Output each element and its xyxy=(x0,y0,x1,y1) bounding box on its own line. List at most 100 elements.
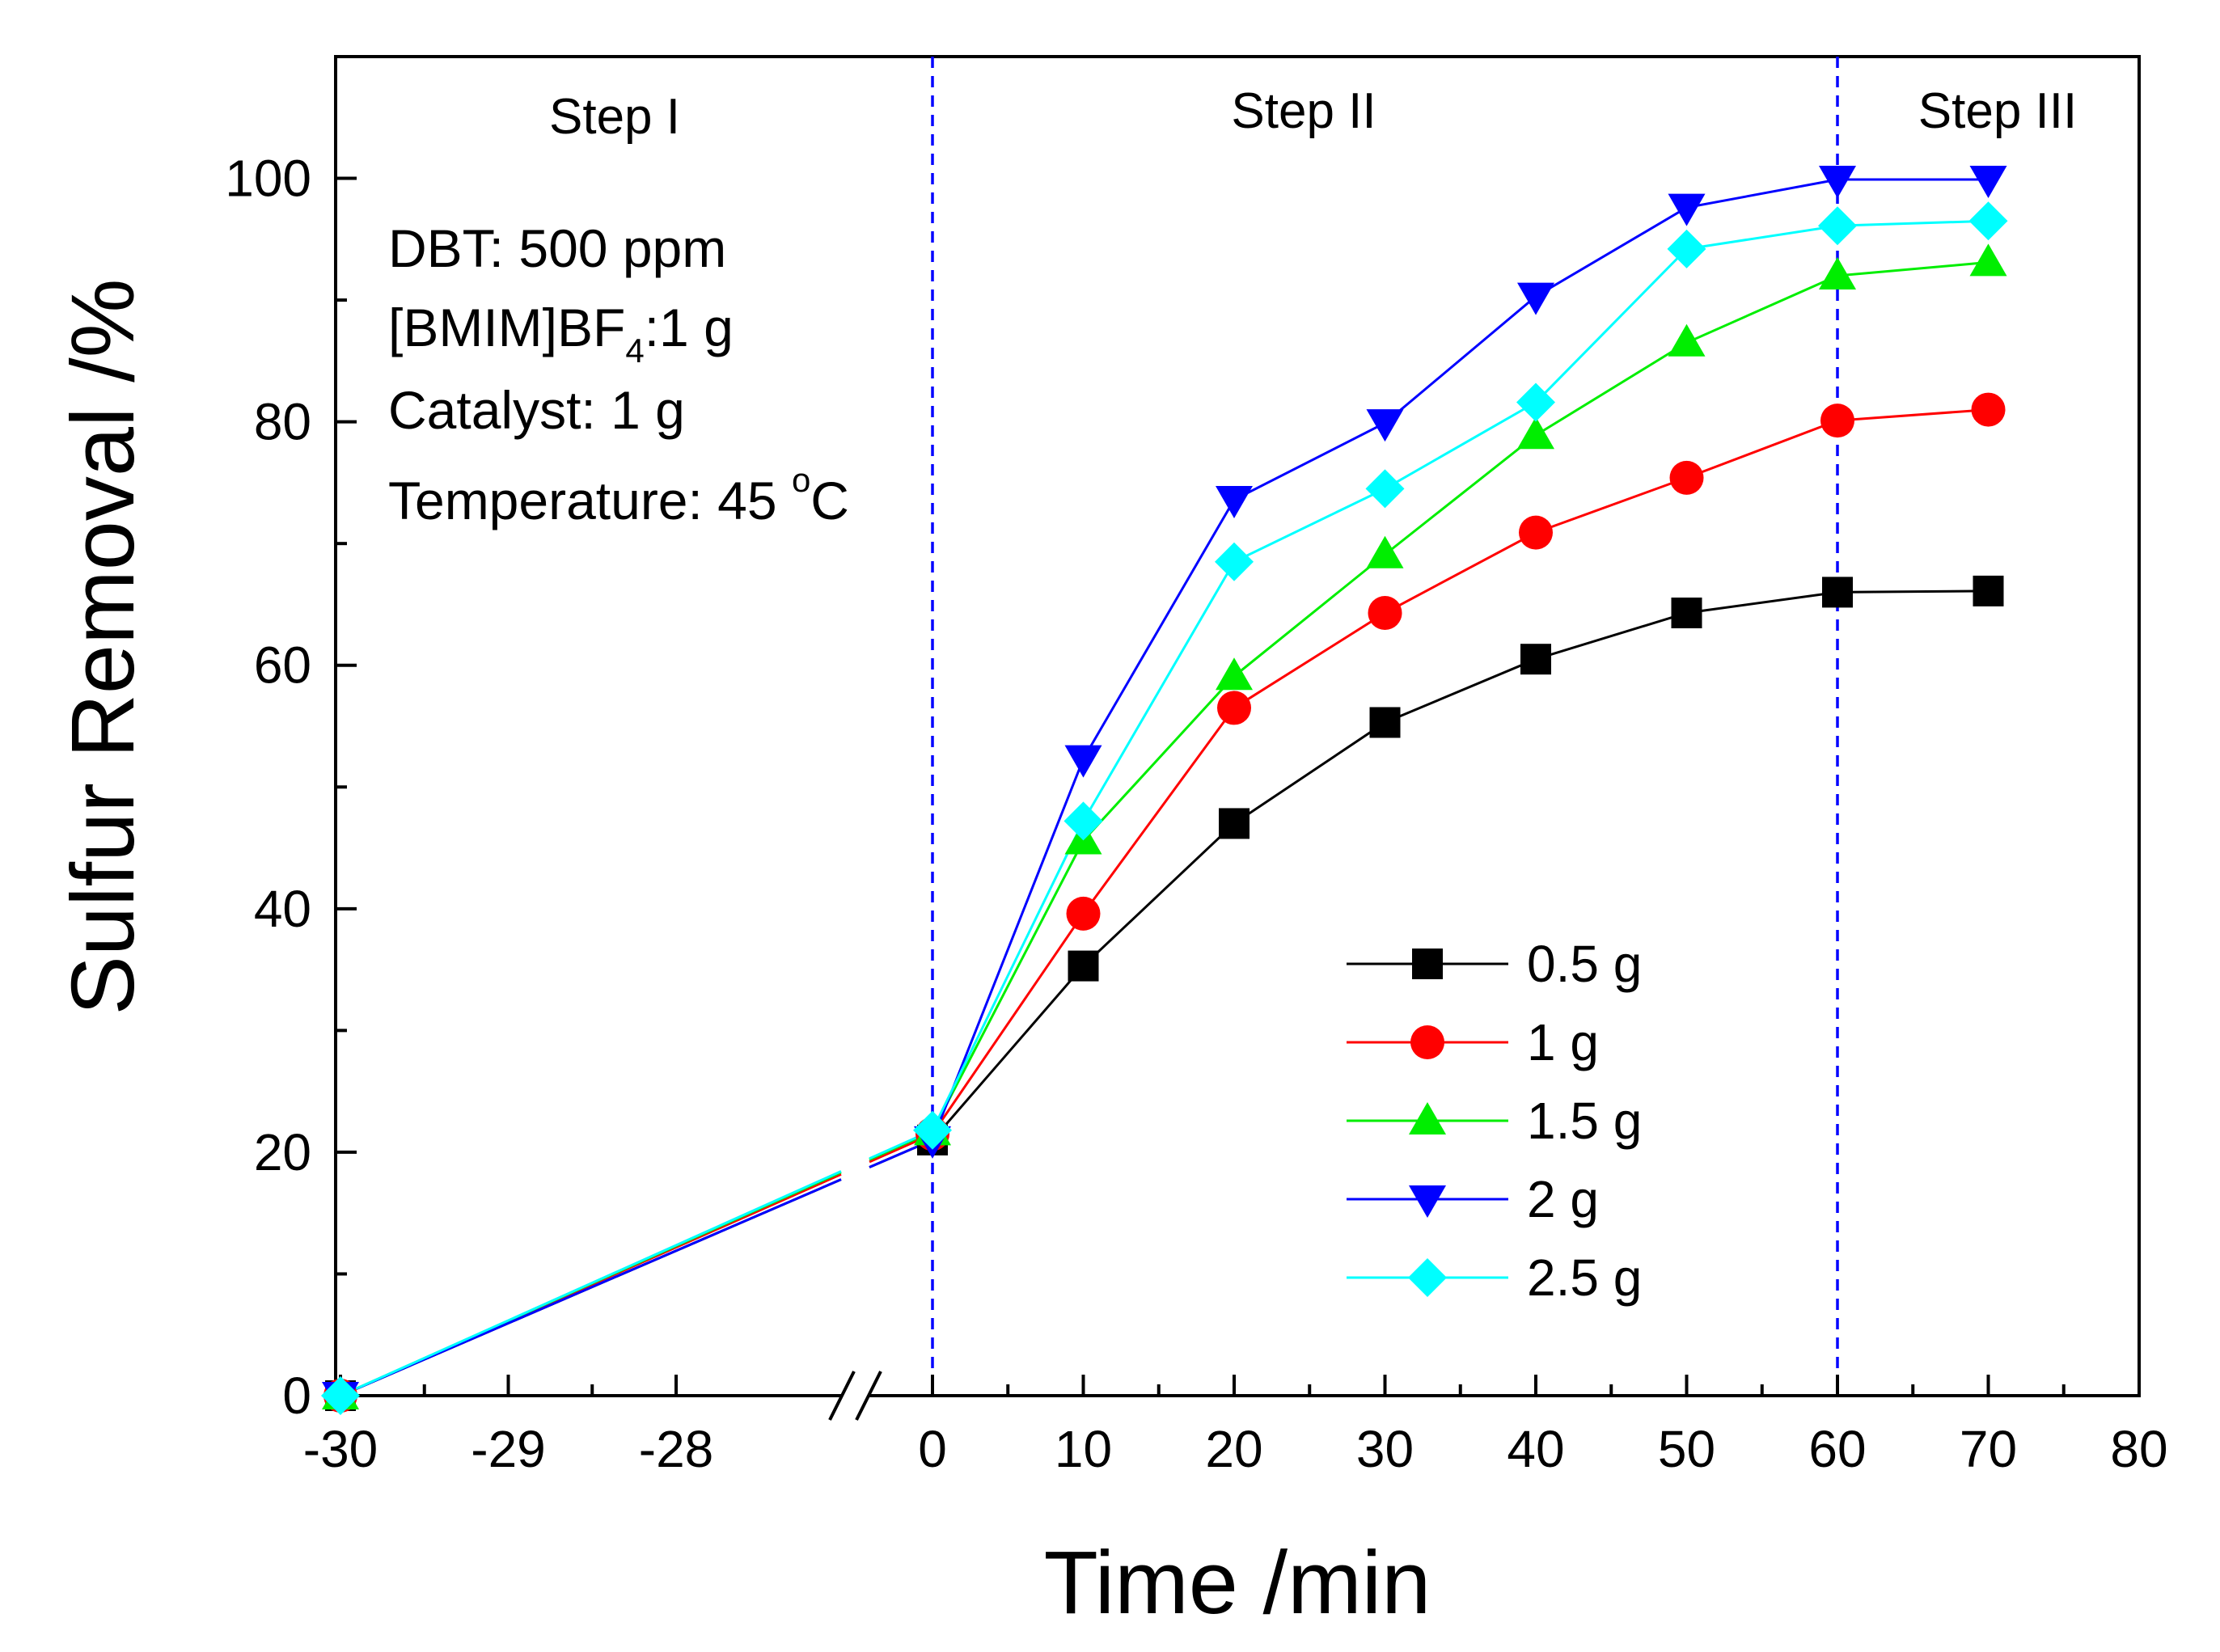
data-point xyxy=(1064,745,1102,778)
data-point xyxy=(1517,282,1554,315)
legend-entry: 1 g xyxy=(1347,1013,1599,1071)
data-point xyxy=(321,1376,360,1415)
series-2-g xyxy=(340,178,1989,1397)
legend-label: 1 g xyxy=(1527,1013,1599,1071)
annotation-temperature-degree: o xyxy=(792,461,810,499)
annotation-temperature-prefix: Temperature: 45 xyxy=(388,471,792,530)
data-point xyxy=(1667,229,1706,268)
x-tick-label: 20 xyxy=(1205,1420,1262,1478)
step-label-1: Step I xyxy=(549,89,680,145)
data-point xyxy=(1822,577,1853,608)
data-point xyxy=(1517,416,1554,450)
plot-area-frame xyxy=(334,55,2141,1397)
data-point xyxy=(1216,485,1253,518)
data-point xyxy=(1519,515,1553,550)
annotation-ionic-liquid-subscript: 4 xyxy=(625,332,644,370)
x-tick-label: 60 xyxy=(1808,1420,1866,1478)
legend-label: 2 g xyxy=(1527,1170,1599,1228)
legend-label: 1.5 g xyxy=(1527,1092,1642,1150)
legend-entry: 2 g xyxy=(1347,1170,1599,1228)
x-tick-label: 10 xyxy=(1055,1420,1112,1478)
x-tick-label: 80 xyxy=(2110,1420,2167,1478)
axis-break-gap xyxy=(841,1391,869,1401)
data-point xyxy=(1818,206,1857,246)
legend-marker xyxy=(1408,1258,1447,1297)
data-point xyxy=(1217,691,1251,725)
data-point xyxy=(1668,193,1706,226)
data-point xyxy=(1971,392,2006,427)
y-tick-label: 60 xyxy=(254,636,311,695)
y-tick-label: 80 xyxy=(254,393,311,451)
data-point xyxy=(1215,542,1254,581)
axis-break-mark xyxy=(828,1371,856,1421)
data-point xyxy=(1516,382,1555,422)
x-axis-title: Time /min xyxy=(1044,1533,1431,1633)
data-point xyxy=(1063,801,1103,841)
legend-entry: 2.5 g xyxy=(1347,1249,1642,1307)
legend-label: 0.5 g xyxy=(1527,935,1642,993)
data-point xyxy=(1366,409,1404,442)
y-tick-label: 40 xyxy=(254,880,311,938)
legend-marker xyxy=(1409,1185,1446,1218)
series-line xyxy=(931,589,1989,1141)
data-point xyxy=(1368,595,1402,630)
legend-entry: 1.5 g xyxy=(1347,1092,1642,1150)
y-axis-title: Sulfur Removal /% xyxy=(53,279,153,1016)
series-line-segment xyxy=(340,1170,842,1397)
series-markers xyxy=(323,392,2006,1413)
data-point xyxy=(1819,256,1856,289)
x-tick-label: -30 xyxy=(303,1420,378,1478)
data-point xyxy=(1066,896,1101,931)
data-point xyxy=(1369,707,1401,738)
data-point xyxy=(1669,460,1704,495)
data-point xyxy=(1365,469,1405,509)
series-line xyxy=(931,178,1989,1141)
series-line xyxy=(931,219,1989,1131)
y-tick-label: 20 xyxy=(254,1123,311,1181)
axes: -30 -29 -28 0 10 20 30 40 50 60 70 80 0 20 40 60 80 100 xyxy=(225,150,2167,1478)
legend-entry: 0.5 g xyxy=(1347,935,1642,993)
step-label-3: Step III xyxy=(1918,83,2077,139)
data-point xyxy=(1219,808,1250,839)
data-point xyxy=(1668,323,1706,357)
data-point xyxy=(1820,403,1854,438)
data-point xyxy=(1068,950,1099,982)
x-tick-label: 0 xyxy=(918,1420,947,1478)
data-point xyxy=(1973,575,2004,606)
legend-marker xyxy=(1412,949,1443,979)
annotation-catalyst: Catalyst: 1 g xyxy=(388,380,685,440)
data-series xyxy=(321,166,2008,1415)
data-point xyxy=(1819,166,1856,199)
annotation-dbt: DBT: 500 ppm xyxy=(388,218,726,278)
annotation-temperature-unit: C xyxy=(810,471,849,530)
y-tick-label: 100 xyxy=(225,150,311,208)
conditions-annotation: DBT: 500 ppm [BMIM]BF4:1 g Catalyst: 1 g… xyxy=(388,218,849,530)
x-tick-label: 30 xyxy=(1356,1420,1414,1478)
data-point xyxy=(1216,657,1253,691)
y-tick-label: 0 xyxy=(282,1367,311,1425)
series-markers xyxy=(321,201,2008,1415)
axis-break-mark xyxy=(855,1371,882,1421)
series-line-segment xyxy=(340,1178,842,1397)
step-label-2: Step II xyxy=(1231,83,1376,139)
legend-marker xyxy=(1410,1025,1444,1059)
series-line xyxy=(931,260,1989,1133)
data-point xyxy=(913,1110,952,1150)
x-tick-label: 50 xyxy=(1658,1420,1715,1478)
series-1-g xyxy=(340,408,1989,1397)
data-point xyxy=(1671,597,1702,628)
x-tick-label: -28 xyxy=(639,1420,714,1478)
x-tick-label: 70 xyxy=(1960,1420,2017,1478)
series-0_5-g xyxy=(340,589,1989,1397)
series-markers xyxy=(325,575,2004,1411)
annotation-ionic-liquid-prefix: [BMIM]BF xyxy=(388,298,625,357)
data-point xyxy=(1366,535,1404,568)
legend: 0.5 g 1 g 1.5 g 2 g 2.5 g xyxy=(1347,935,1642,1307)
data-point xyxy=(1520,644,1551,675)
annotation-ionic-liquid: [BMIM]BF4:1 g xyxy=(388,298,734,370)
x-tick-label: -29 xyxy=(471,1420,546,1478)
data-point xyxy=(1969,166,2007,199)
annotation-ionic-liquid-suffix: :1 g xyxy=(645,298,734,357)
